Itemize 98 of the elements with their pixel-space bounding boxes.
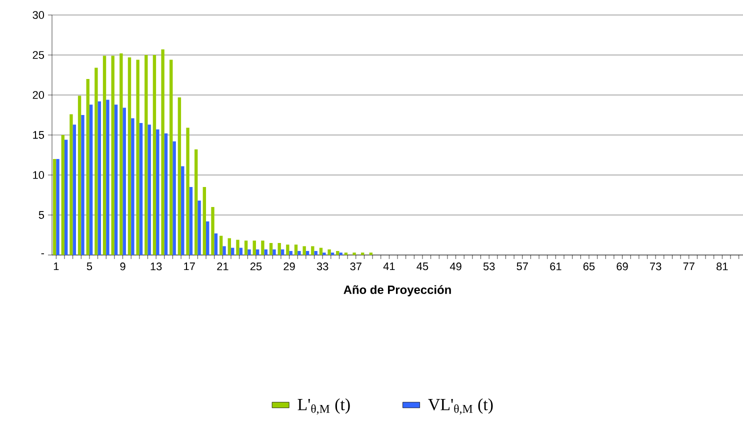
bar xyxy=(111,56,114,255)
x-tick-label: 73 xyxy=(650,262,662,270)
x-tick-label: 41 xyxy=(383,262,395,270)
bar xyxy=(211,207,214,255)
x-tick-label: 69 xyxy=(616,262,628,270)
bar xyxy=(302,246,306,255)
bar xyxy=(269,243,273,255)
bar xyxy=(136,60,140,255)
bar xyxy=(161,49,164,255)
bar xyxy=(86,79,90,255)
bar xyxy=(72,124,76,255)
x-tick-label: 49 xyxy=(450,262,462,270)
x-tick-label: 9 xyxy=(120,262,126,270)
bar xyxy=(156,129,160,255)
bar xyxy=(178,97,182,255)
bar xyxy=(228,238,231,255)
x-tick-label: 13 xyxy=(150,262,162,270)
y-tick-label: 20 xyxy=(32,91,44,99)
bar xyxy=(236,240,240,255)
y-tick-label: 10 xyxy=(33,171,44,179)
bar xyxy=(89,104,93,255)
bar xyxy=(278,243,281,255)
bar xyxy=(131,118,134,255)
legend-label: L'$_{θ,M}$ (t) xyxy=(298,398,350,415)
x-tick-label: 77 xyxy=(683,262,694,270)
x-tick-label: 29 xyxy=(284,262,295,270)
bar xyxy=(170,60,173,255)
bar xyxy=(280,249,284,255)
x-tick-label: 5 xyxy=(86,262,92,270)
x-tick-label: 33 xyxy=(316,262,328,270)
bar xyxy=(328,249,331,255)
bar xyxy=(144,55,148,255)
bar xyxy=(222,246,226,255)
bar xyxy=(239,248,243,255)
bar xyxy=(94,68,98,255)
bar xyxy=(206,221,210,255)
bar xyxy=(56,159,60,255)
bar xyxy=(244,240,248,255)
bar xyxy=(64,140,68,255)
bar xyxy=(298,251,301,255)
legend-label: VL'$_{θ,M}$ (t) xyxy=(428,398,493,415)
bar xyxy=(181,166,184,255)
bar xyxy=(189,187,193,255)
x-tick-label: 25 xyxy=(250,262,262,270)
bar xyxy=(294,244,298,255)
bar xyxy=(120,53,123,255)
x-tick-label: 45 xyxy=(416,262,428,270)
bar xyxy=(198,200,201,255)
bar xyxy=(70,114,73,255)
y-tick-label: 25 xyxy=(32,51,44,59)
bar xyxy=(219,236,223,255)
y-tick-label: - xyxy=(41,253,44,254)
bar xyxy=(114,104,118,255)
bar xyxy=(252,240,256,255)
bar xyxy=(319,248,323,255)
bar xyxy=(202,187,206,255)
bar xyxy=(78,96,82,255)
bar xyxy=(194,149,198,255)
bar xyxy=(102,56,106,255)
x-tick-label: 81 xyxy=(716,262,728,270)
bar xyxy=(61,135,64,255)
bar xyxy=(256,249,260,255)
bar xyxy=(139,123,143,255)
bar xyxy=(152,55,156,255)
bar xyxy=(311,246,314,255)
y-tick-label: 5 xyxy=(38,211,44,219)
x-tick-label: 17 xyxy=(184,262,195,270)
bar xyxy=(248,249,251,255)
bar xyxy=(172,141,176,255)
bar xyxy=(52,159,56,255)
bar xyxy=(148,124,151,255)
bar xyxy=(230,248,234,255)
x-tick-label: 1 xyxy=(54,262,59,270)
x-tick-label: 61 xyxy=(550,262,562,270)
bar xyxy=(81,115,84,255)
x-tick-label: 53 xyxy=(483,262,495,270)
x-tick-label: 65 xyxy=(583,262,595,270)
bar xyxy=(289,251,292,255)
x-tick-label: 21 xyxy=(217,262,228,270)
bar xyxy=(214,233,218,255)
bar xyxy=(164,133,168,255)
x-tick-label: 37 xyxy=(350,262,362,270)
y-tick-label: 30 xyxy=(32,11,44,19)
bar xyxy=(98,101,101,255)
bar xyxy=(106,100,110,255)
bar xyxy=(264,249,268,255)
x-tick-label: 57 xyxy=(516,262,528,270)
bar xyxy=(122,108,126,255)
x-axis-title: Año de Proyección xyxy=(344,285,451,296)
y-tick-label: 15 xyxy=(33,131,44,139)
bar xyxy=(314,251,318,255)
bar xyxy=(186,128,190,255)
bar xyxy=(336,251,340,255)
bar xyxy=(128,57,132,255)
bar xyxy=(286,244,290,255)
bar xyxy=(306,251,310,255)
bar xyxy=(261,240,264,255)
bar xyxy=(272,249,276,255)
